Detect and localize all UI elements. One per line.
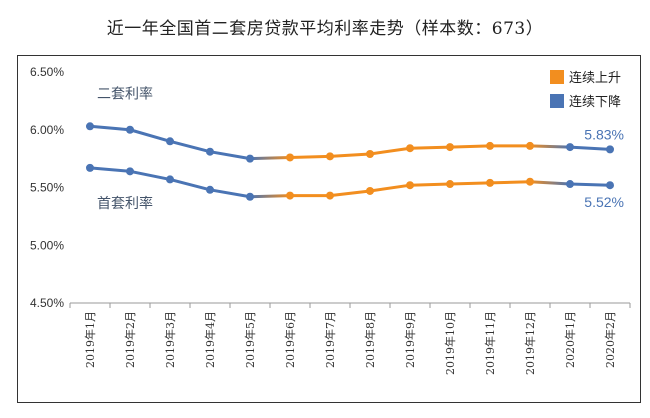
data-point bbox=[366, 186, 374, 195]
series-segment bbox=[168, 177, 212, 192]
legend-swatch bbox=[550, 94, 564, 108]
x-tick-label: 2019年7月 bbox=[323, 311, 337, 368]
series-segment bbox=[448, 144, 492, 149]
x-tick-label: 2019年11月 bbox=[483, 311, 497, 375]
series-segment bbox=[288, 154, 332, 159]
series-segment bbox=[328, 152, 372, 158]
data-point bbox=[126, 167, 134, 176]
series-segment bbox=[328, 189, 372, 198]
y-tick-label: 6.50% bbox=[30, 65, 64, 79]
x-tick-label: 2019年10月 bbox=[443, 311, 457, 375]
series-segment bbox=[408, 145, 452, 150]
legend-label: 连续下降 bbox=[569, 94, 621, 110]
series-segment bbox=[88, 124, 132, 132]
series-segment bbox=[408, 182, 452, 187]
x-tick-label: 2019年8月 bbox=[363, 311, 377, 368]
y-tick-label: 6.00% bbox=[30, 123, 64, 137]
data-point bbox=[206, 185, 214, 194]
data-point bbox=[486, 178, 494, 187]
data-point bbox=[446, 143, 454, 152]
x-tick-label: 2019年1月 bbox=[83, 311, 97, 368]
data-point bbox=[486, 141, 494, 150]
x-tick-label: 2019年12月 bbox=[523, 311, 537, 375]
x-tick-label: 2019年9月 bbox=[403, 311, 417, 368]
data-point bbox=[246, 154, 254, 163]
data-point bbox=[246, 192, 254, 201]
series-segment bbox=[488, 180, 532, 185]
series-segment bbox=[568, 182, 612, 187]
series-segment bbox=[128, 169, 172, 181]
legend-swatch bbox=[550, 70, 564, 84]
data-point bbox=[566, 180, 574, 189]
chart-title: 近一年全国首二套房贷款平均利率走势（样本数：673） bbox=[106, 19, 544, 39]
series-segment bbox=[528, 180, 572, 186]
data-point bbox=[86, 163, 94, 172]
data-point bbox=[286, 191, 294, 200]
series-label-second: 二套利率 bbox=[97, 85, 153, 102]
end-value-label: 5.83% bbox=[584, 126, 624, 142]
series-segment bbox=[248, 194, 292, 199]
y-tick-label: 5.50% bbox=[30, 181, 64, 195]
x-tick-label: 2019年2月 bbox=[123, 311, 137, 368]
end-value-label: 5.52% bbox=[584, 194, 624, 210]
data-point bbox=[606, 145, 614, 154]
data-point bbox=[446, 180, 454, 189]
data-point bbox=[566, 143, 574, 152]
legend-label: 连续上升 bbox=[569, 70, 621, 86]
series-segment bbox=[448, 181, 492, 186]
series-segment bbox=[248, 155, 292, 161]
data-point bbox=[86, 122, 94, 131]
series-segment bbox=[368, 146, 412, 156]
x-tick-label: 2019年6月 bbox=[283, 311, 297, 368]
data-point bbox=[406, 144, 414, 153]
series-segment bbox=[88, 166, 132, 173]
x-tick-label: 2020年1月 bbox=[563, 311, 577, 368]
x-tick-label: 2019年4月 bbox=[203, 311, 217, 368]
chart-frame bbox=[17, 55, 641, 403]
series-segment bbox=[168, 139, 212, 154]
data-point bbox=[406, 181, 414, 190]
x-tick-label: 2019年5月 bbox=[243, 311, 257, 368]
y-tick-label: 4.50% bbox=[30, 296, 64, 310]
series-segment bbox=[208, 188, 252, 199]
data-point bbox=[526, 177, 534, 186]
data-point bbox=[166, 137, 174, 146]
data-point bbox=[326, 191, 334, 200]
data-point bbox=[366, 150, 374, 159]
data-point bbox=[606, 181, 614, 190]
data-point bbox=[526, 141, 534, 150]
series-label-first: 首套利率 bbox=[97, 195, 153, 212]
series-segment bbox=[128, 128, 172, 143]
series-segment bbox=[528, 144, 572, 149]
y-tick-label: 5.00% bbox=[30, 238, 64, 252]
data-point bbox=[126, 125, 134, 134]
series-segment bbox=[568, 145, 612, 151]
data-point bbox=[166, 175, 174, 184]
series-segment bbox=[368, 183, 412, 193]
x-tick-label: 2019年3月 bbox=[163, 311, 177, 368]
data-point bbox=[286, 153, 294, 162]
series-segment bbox=[208, 150, 252, 161]
x-tick-label: 2020年2月 bbox=[603, 311, 617, 368]
data-point bbox=[206, 147, 214, 156]
data-point bbox=[326, 152, 334, 161]
